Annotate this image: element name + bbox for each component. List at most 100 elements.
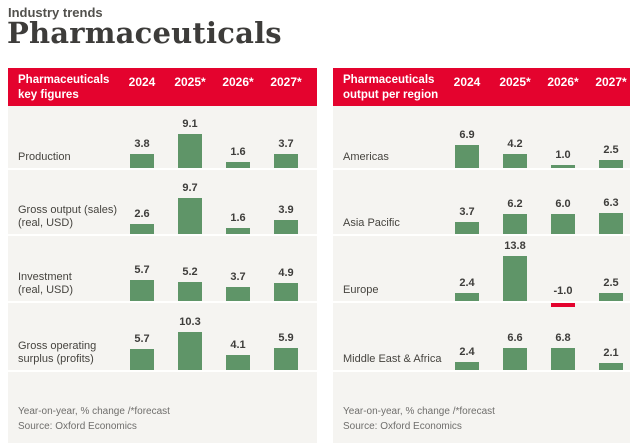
bar (274, 154, 298, 168)
bar-value: 4.2 (507, 138, 523, 151)
bar-value: 3.8 (134, 137, 150, 150)
bar-value: 9.1 (182, 118, 198, 131)
bar (178, 134, 202, 168)
bar (503, 154, 527, 168)
bar-cell: 3.8 (130, 106, 154, 168)
bar-value: 4.9 (278, 266, 294, 279)
bar-value: 3.7 (459, 205, 475, 218)
bar-value: 3.7 (278, 138, 294, 151)
chart-row: Investment (real, USD) 5.7 5.2 3.7 4.9 (8, 236, 317, 303)
bar-cell: 6.2 (503, 170, 527, 234)
negative-bar (551, 303, 575, 307)
panel-body: Americas 6.9 4.2 1.0 2.5 Asia Pacific 3.7 6.2 6.… (333, 106, 630, 443)
panel-title-line1: Pharmaceuticals (343, 74, 435, 86)
bar-cell: 1.6 (226, 106, 250, 168)
bar-cell: -1.0 (551, 236, 575, 307)
bar-cell: 1.6 (226, 170, 250, 234)
bar-cell: 6.9 (455, 106, 479, 168)
bar-value: 5.2 (182, 265, 198, 278)
chart-row: Asia Pacific 3.7 6.2 6.0 6.3 (333, 170, 630, 236)
year-col-header: 2027* (595, 75, 627, 89)
bar-value: 5.7 (134, 263, 150, 276)
bar (178, 281, 202, 301)
panel-header: Pharmaceuticals key figures 2024 2025* 202… (8, 68, 317, 106)
row-label: Europe (343, 284, 379, 297)
bar-cell: 4.9 (274, 236, 298, 301)
bar-value: 13.8 (504, 239, 526, 252)
panel-title-line1: Pharmaceuticals (18, 74, 110, 86)
chart-row: Americas 6.9 4.2 1.0 2.5 (333, 106, 630, 170)
bar-cell: 3.7 (274, 106, 298, 168)
panel-output-per-region: Pharmaceuticals output per region 2024 20… (333, 68, 630, 443)
year-col-header: 2024 (453, 75, 481, 89)
bar-cell: 2.5 (599, 236, 623, 301)
bar (226, 228, 250, 234)
bar-cell: 2.4 (455, 236, 479, 301)
bar-value: -1.0 (553, 285, 573, 297)
panel-key-figures: Pharmaceuticals key figures 2024 2025* 202… (8, 68, 317, 443)
bar-value: 6.9 (459, 129, 475, 142)
source: Source: Oxford Economics (343, 420, 462, 432)
bar-value: 9.7 (182, 182, 198, 195)
bar (130, 224, 154, 234)
bar (503, 348, 527, 370)
bar-cell: 5.2 (178, 236, 202, 301)
bar (551, 214, 575, 234)
panel-body: Production 3.8 9.1 1.6 3.7 Gross output (sale… (8, 106, 317, 443)
bar-cell: 6.0 (551, 170, 575, 234)
chart-row: Europe 2.4 13.8 -1.0 2.5 (333, 236, 630, 307)
panel-header: Pharmaceuticals output per region 2024 20… (333, 68, 630, 106)
bar-value: 2.5 (603, 143, 619, 156)
bar (599, 213, 623, 234)
panel-title-line2: key figures (18, 88, 79, 101)
bar (178, 198, 202, 234)
bar (599, 159, 623, 168)
bar-cell: 2.6 (130, 170, 154, 234)
bar (130, 153, 154, 168)
bar-value: 6.3 (603, 197, 619, 210)
bar-value: 6.6 (507, 332, 523, 345)
row-label: Gross operating surplus (profits) (18, 339, 97, 366)
row-label: Production (18, 151, 71, 164)
bar (455, 221, 479, 234)
bar-cell: 4.2 (503, 106, 527, 168)
row-label: Investment (real, USD) (18, 270, 74, 297)
bar-cell: 6.8 (551, 303, 575, 370)
bar-cell: 3.9 (274, 170, 298, 234)
chart-row: Gross operating surplus (profits) 5.7 10.3… (8, 303, 317, 372)
bar-cell: 2.4 (455, 303, 479, 370)
year-col-header: 2024 (128, 75, 156, 89)
bar-cell: 1.0 (551, 106, 575, 168)
bar-value: 1.6 (230, 212, 246, 225)
bar-value: 2.5 (603, 276, 619, 289)
bar-cell: 5.7 (130, 236, 154, 301)
bar-value: 6.0 (555, 198, 571, 211)
panel-footer: Year-on-year, % change /*forecast Source… (333, 405, 630, 443)
bar-value: 2.6 (134, 208, 150, 221)
bar-value: 2.4 (459, 346, 475, 359)
bar (274, 282, 298, 301)
chart-row: Production 3.8 9.1 1.6 3.7 (8, 106, 317, 170)
chart-rows: Americas 6.9 4.2 1.0 2.5 Asia Pacific 3.7 6.2 6.… (333, 106, 630, 372)
bar-value: 3.9 (278, 203, 294, 216)
bar-cell: 13.8 (503, 236, 527, 301)
panel-title: Pharmaceuticals key figures (18, 73, 109, 103)
footnote: Year-on-year, % change /*forecast (343, 406, 495, 417)
bar-value: 1.6 (230, 146, 246, 159)
bar (274, 348, 298, 370)
bar (226, 162, 250, 168)
footnote: Year-on-year, % change /*forecast (18, 406, 170, 417)
bar (503, 255, 527, 301)
bar (226, 354, 250, 370)
bar-cell: 2.1 (599, 303, 623, 370)
row-label: Middle East & Africa (343, 353, 442, 366)
year-col-header: 2026* (547, 75, 579, 89)
bar-cell: 3.7 (226, 236, 250, 301)
bar (226, 287, 250, 301)
bar (455, 362, 479, 370)
bar-value: 5.7 (134, 332, 150, 345)
row-label: Gross output (sales) (real, USD) (18, 203, 118, 230)
bar-cell: 10.3 (178, 303, 202, 370)
bar (455, 293, 479, 301)
